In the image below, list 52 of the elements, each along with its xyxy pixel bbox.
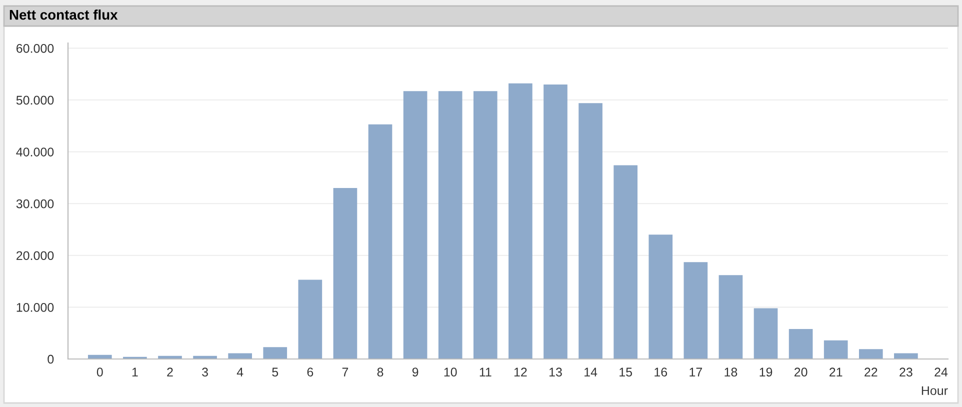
bar xyxy=(508,83,532,359)
bar xyxy=(473,91,498,359)
x-tick-label: 5 xyxy=(272,368,278,377)
x-tick-label: 7 xyxy=(342,368,348,376)
x-tick-label: 1 xyxy=(132,368,138,376)
x-tick-label: 14 xyxy=(584,368,598,376)
y-tick-label: 50.000 xyxy=(16,96,54,105)
x-tick-label: 17 xyxy=(690,368,702,376)
x-tick-label: 20 xyxy=(794,368,808,377)
y-tick-label: 20.000 xyxy=(16,251,54,260)
x-tick-label: 18 xyxy=(724,368,738,377)
bar xyxy=(824,340,848,359)
bar xyxy=(754,308,778,359)
x-tick-label: 12 xyxy=(514,368,527,376)
x-tick-label: 21 xyxy=(830,368,842,376)
x-tick-label: 15 xyxy=(620,368,632,377)
bar xyxy=(684,262,708,359)
bar xyxy=(438,91,462,359)
y-tick-label: 40.000 xyxy=(16,148,54,156)
y-tick-label: 0 xyxy=(48,354,54,364)
x-axis-title: Hour xyxy=(922,386,948,396)
bar xyxy=(648,234,673,359)
bar xyxy=(403,91,428,359)
bar xyxy=(263,347,288,359)
x-tick-label: 19 xyxy=(760,368,772,377)
x-tick-label: 23 xyxy=(900,368,912,377)
x-tick-label: 4 xyxy=(236,368,244,376)
bar xyxy=(578,103,602,359)
x-tick-label: 13 xyxy=(549,368,562,377)
bar xyxy=(368,124,392,359)
bar xyxy=(718,275,743,359)
x-tick-label: 11 xyxy=(480,368,492,376)
bar xyxy=(858,349,883,359)
x-tick-label: 22 xyxy=(864,368,878,376)
x-tick-label: 24 xyxy=(934,368,948,376)
bar xyxy=(788,328,813,359)
x-tick-label: 0 xyxy=(96,368,103,377)
x-tick-label: 9 xyxy=(412,368,418,377)
bar xyxy=(333,188,358,359)
x-tick-label: 6 xyxy=(307,368,314,377)
y-tick-label: 10.000 xyxy=(16,302,54,312)
chart-title: Nett contact flux xyxy=(10,10,118,20)
y-tick-label: 60.000 xyxy=(16,44,54,53)
bar xyxy=(544,84,568,359)
bar xyxy=(298,280,322,359)
x-tick-label: 8 xyxy=(377,368,384,377)
x-tick-label: 3 xyxy=(202,368,208,377)
y-tick-label: 30.000 xyxy=(16,199,54,208)
x-tick-label: 2 xyxy=(167,368,173,376)
x-tick-label: 10 xyxy=(444,368,457,377)
x-tick-label: 16 xyxy=(654,368,668,377)
bar xyxy=(614,165,638,359)
